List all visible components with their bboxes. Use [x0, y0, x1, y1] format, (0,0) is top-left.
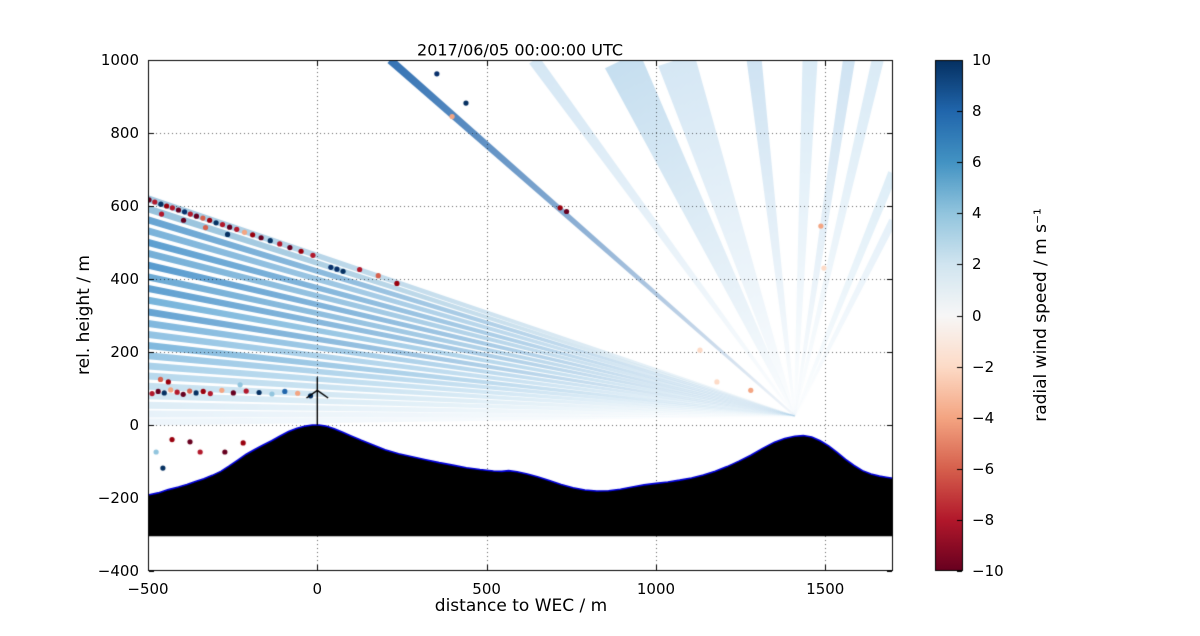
colorbar-tick-label: −4: [972, 408, 995, 427]
colorbar-tick-label: −2: [972, 357, 995, 376]
x-tick-label: −500: [127, 580, 169, 598]
x-tick-label: 1500: [806, 580, 845, 598]
y-tick-label: 600: [110, 197, 139, 215]
colorbar-tick-label: −10: [972, 562, 1004, 580]
y-tick-label: −200: [97, 489, 139, 507]
x-tick-label: 0: [312, 580, 323, 598]
colorbar-tick-label: 8: [972, 102, 982, 121]
x-axis-label: distance to WEC / m: [434, 596, 608, 616]
colorbar-tick-label: 4: [972, 204, 982, 223]
x-tick-label: 500: [472, 580, 501, 598]
colorbar-tick-label: 0: [972, 306, 982, 325]
colorbar-tick-label: 10: [972, 51, 992, 69]
colorbar-tick-label: 6: [972, 153, 982, 172]
y-axis-label: rel. height / m: [74, 255, 94, 375]
colorbar-tick-label: −6: [972, 459, 995, 478]
colorbar-tick-label: −8: [972, 510, 995, 529]
plot-title: 2017/06/05 00:00:00 UTC: [417, 40, 623, 60]
x-tick-label: 1000: [636, 580, 676, 598]
y-tick-label: 200: [110, 343, 139, 361]
y-tick-label: 0: [129, 416, 139, 434]
colorbar-label: radial wind speed / m s⁻¹: [1031, 208, 1051, 422]
colorbar-tick-label: 2: [972, 255, 982, 274]
y-tick-label: −400: [97, 562, 139, 580]
y-tick-label: 400: [110, 270, 139, 288]
y-tick-label: 1000: [100, 51, 139, 69]
y-tick-label: 800: [110, 124, 139, 142]
